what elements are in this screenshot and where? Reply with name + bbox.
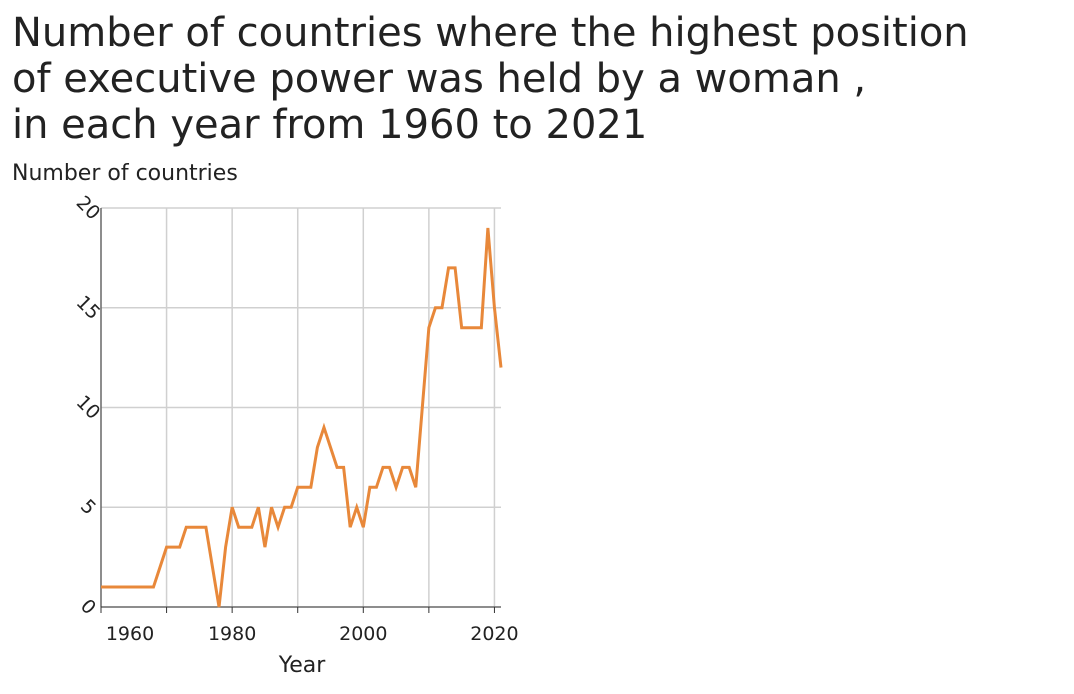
y-tick-label: 0 [76,595,100,619]
chart-title: Number of countries where the highest po… [12,10,969,148]
title-line: Number of countries where the highest po… [12,10,969,56]
x-tick-label: 2020 [470,623,518,645]
y-tick-label: 15 [72,291,105,324]
y-tick-label: 20 [72,192,105,225]
x-tick-label: 1980 [208,623,256,645]
x-tick-label: 2000 [339,623,387,645]
y-tick-label: 5 [76,495,100,519]
x-tick-label: 1960 [106,623,154,645]
line [101,227,503,608]
y-tick-label: 10 [72,391,105,424]
x-axis-label: Year [278,653,327,678]
y-axis-label: Number of countries [12,161,238,186]
title-line: of executive power was held by a woman , [12,56,866,102]
title-line: in each year from 1960 to 2021 [12,102,647,148]
